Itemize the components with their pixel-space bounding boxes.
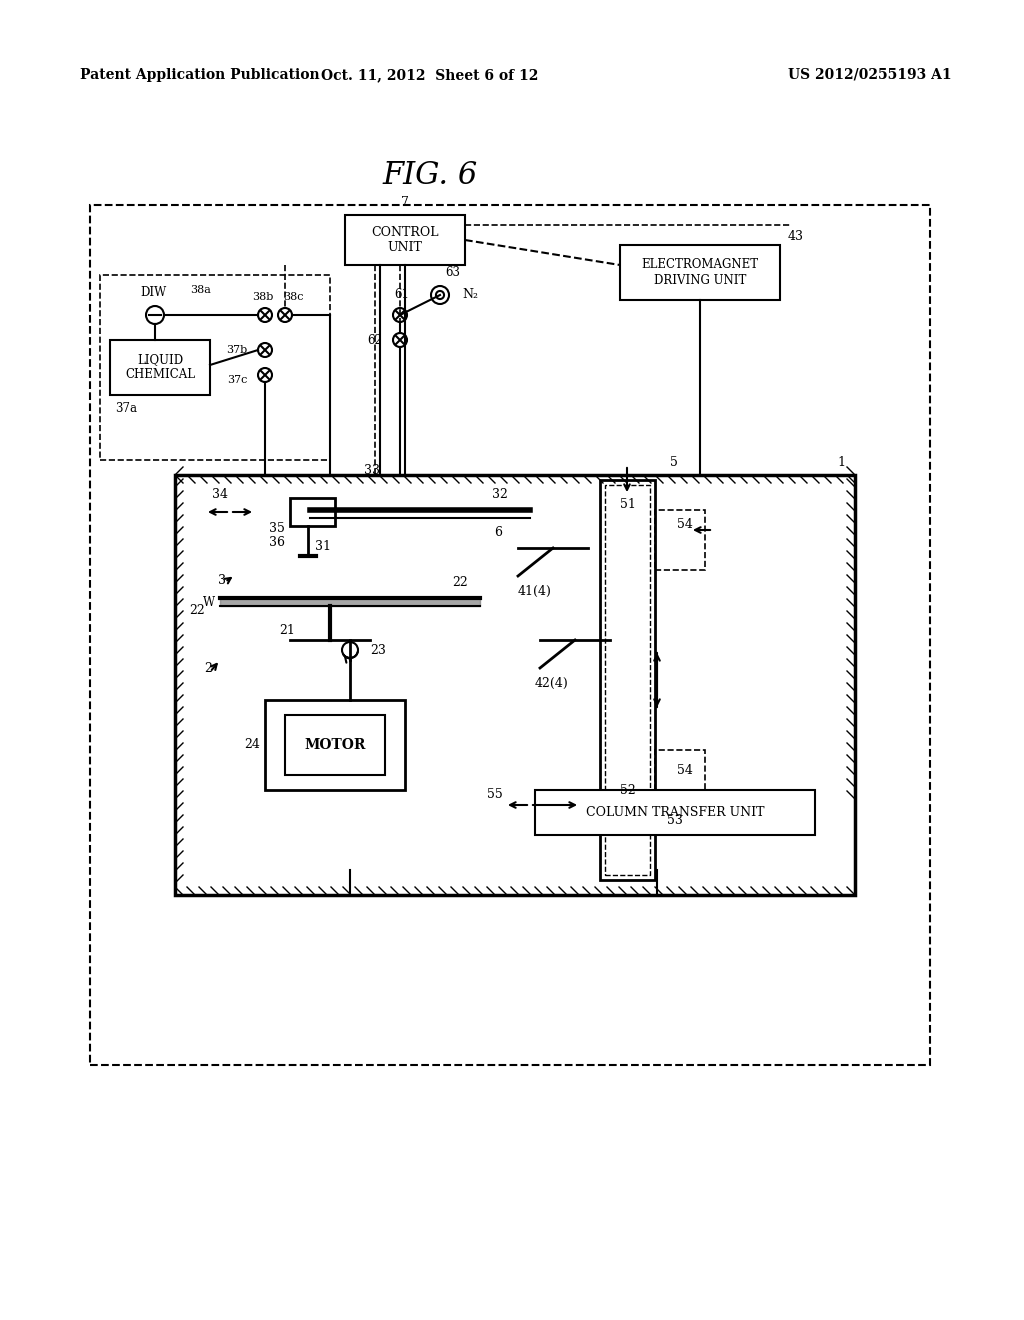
Text: 52: 52 [620,784,635,796]
Text: DIW: DIW [140,286,166,300]
Text: 37b: 37b [225,345,247,355]
Circle shape [258,343,272,356]
Text: 38a: 38a [190,285,211,294]
Text: 54: 54 [677,763,693,776]
Text: 22: 22 [189,603,205,616]
Bar [285,715,385,775]
Text: 33: 33 [364,463,380,477]
Text: Patent Application Publication: Patent Application Publication [80,69,319,82]
Text: 7: 7 [401,197,409,210]
Text: 37c: 37c [226,375,247,385]
Circle shape [146,306,164,323]
Text: 24: 24 [244,738,260,751]
Text: 3: 3 [218,573,226,586]
Text: 6: 6 [494,527,502,540]
Bar [655,510,705,570]
Text: FIG. 6: FIG. 6 [382,160,477,190]
Text: 62: 62 [368,334,382,346]
Bar [605,484,650,875]
Text: 35: 35 [269,521,285,535]
Text: 31: 31 [315,540,331,553]
Circle shape [258,308,272,322]
Text: W: W [203,595,215,609]
Text: CONTROL
UNIT: CONTROL UNIT [372,226,438,253]
Text: 55: 55 [487,788,503,801]
Text: 5: 5 [670,455,678,469]
Text: 43: 43 [788,231,804,243]
Text: US 2012/0255193 A1: US 2012/0255193 A1 [788,69,952,82]
Bar [175,475,855,895]
Text: 41(4): 41(4) [518,585,552,598]
Text: 34: 34 [212,488,228,502]
Circle shape [258,368,272,381]
Text: Oct. 11, 2012  Sheet 6 of 12: Oct. 11, 2012 Sheet 6 of 12 [322,69,539,82]
Text: 51: 51 [620,499,636,511]
Text: 23: 23 [370,644,386,656]
Text: 1: 1 [837,457,845,470]
Text: 2: 2 [204,661,212,675]
Text: 63: 63 [445,267,460,280]
Bar [110,341,210,395]
Text: 61: 61 [394,289,410,301]
Text: 53: 53 [667,813,683,826]
Bar [600,480,655,880]
Text: 22: 22 [453,577,468,590]
Bar [100,275,330,459]
Text: 32: 32 [493,488,508,502]
Text: 21: 21 [280,623,295,636]
Circle shape [393,333,407,347]
Circle shape [278,308,292,322]
Bar [655,750,705,810]
Text: LIQUID
CHEMICAL: LIQUID CHEMICAL [125,354,195,381]
Text: 42(4): 42(4) [535,676,568,689]
Bar [265,700,406,789]
Bar [90,205,930,1065]
Text: ELECTROMAGNET
DRIVING UNIT: ELECTROMAGNET DRIVING UNIT [641,259,759,286]
Circle shape [342,642,358,657]
Text: COLUMN TRANSFER UNIT: COLUMN TRANSFER UNIT [586,807,764,818]
Circle shape [436,290,444,300]
Bar [290,498,335,525]
Bar [535,789,815,836]
Text: MOTOR: MOTOR [304,738,366,752]
Text: 37a: 37a [115,403,137,416]
Circle shape [431,286,449,304]
Text: 38c: 38c [283,292,303,302]
Circle shape [393,308,407,322]
Text: 38b: 38b [252,292,273,302]
Text: N₂: N₂ [462,289,478,301]
Text: 36: 36 [269,536,285,549]
Polygon shape [220,598,480,606]
Bar [345,215,465,265]
Text: 54: 54 [677,519,693,532]
Bar [620,246,780,300]
